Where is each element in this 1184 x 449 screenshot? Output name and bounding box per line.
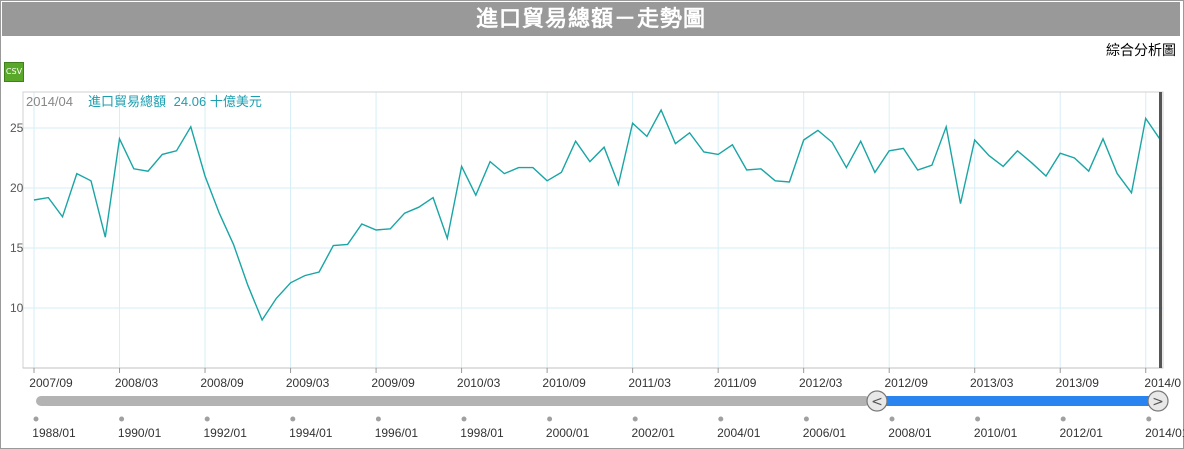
x-tick-label: 2008/03 [115,376,159,390]
x-tick-label: 2014/0 [1144,376,1181,390]
navigator-left-handle[interactable] [866,390,888,412]
navigator-tick-dot [1060,416,1066,422]
y-axis: 10 15 20 25 [10,121,24,315]
y-tick-label: 10 [10,301,24,315]
navigator-tick-label: 2000/01 [546,426,590,440]
x-tick-label: 2010/03 [457,376,501,390]
navigator-tick-label: 2010/01 [974,426,1018,440]
x-tick-label: 2013/09 [1056,376,1100,390]
x-tick-label: 2007/09 [29,376,73,390]
navigator-tick-label: 2008/01 [888,426,932,440]
navigator-tick-dot [375,416,381,422]
x-tick-label: 2008/09 [200,376,244,390]
navigator-tick-label: 1996/01 [375,426,419,440]
x-tick-label: 2009/09 [371,376,415,390]
navigator-tick-dot [1146,416,1152,422]
navigator-tick-dot [461,416,467,422]
navigator-tick-dot [204,416,210,422]
navigator-tick-dot [803,416,809,422]
chevron-right-icon: > [1152,394,1164,410]
x-tick-label: 2012/03 [799,376,843,390]
navigator-tick-dot [33,416,39,422]
tooltip-series-name: 進口貿易總額 [88,94,166,109]
series-line [33,108,1161,322]
navigator-tick-label: 1988/01 [32,426,76,440]
navigator-tick-dot [975,416,981,422]
x-tick-label: 2013/03 [970,376,1014,390]
x-tick-label: 2011/03 [628,376,671,390]
y-tick-label: 15 [10,241,24,255]
range-navigator[interactable]: < >1988/01 1990/01 1992/01 1994/01 1996/01 199… [32,390,1184,440]
navigator-tick-dot [119,416,125,422]
navigator-tick-label: 1992/01 [204,426,248,440]
navigator-tick-label: 2012/01 [1060,426,1104,440]
navigator-tick-label: 2002/01 [632,426,676,440]
plot-area [22,91,1164,369]
navigator-tick-label: 2014/01 [1145,426,1184,440]
grid [23,92,1163,368]
navigator-track [36,396,870,406]
x-tick-label: 2011/09 [714,376,757,390]
navigator-tick-label: 2006/01 [803,426,847,440]
navigator-tick-dot [718,416,724,422]
navigator-right-handle[interactable] [1147,390,1169,412]
x-tick-label: 2012/09 [884,376,928,390]
analysis-link[interactable]: 綜合分析圖 [1106,42,1176,58]
x-tick-label: 2010/09 [542,376,586,390]
navigator-tick-dot [632,416,638,422]
tooltip-date: 2014/04 [26,94,73,109]
navigator-tick-label: 1990/01 [118,426,162,440]
page-title: 進口貿易總額－走勢圖 [2,2,1180,36]
tooltip-unit: 十億美元 [210,94,262,109]
csv-export-button[interactable]: CSV [4,62,24,82]
crosshair-cursor [1159,92,1162,368]
tooltip-number: 24.06 [174,94,207,109]
x-axis: 2007/09 2008/03 2008/09 2009/03 2009/09 2010/… [23,367,1181,390]
x-tick-label: 2009/03 [286,376,330,390]
tooltip-value: 進口貿易總額 24.06 十億美元 [88,94,262,109]
chevron-left-icon: < [871,394,883,410]
y-tick-label: 20 [10,181,24,195]
navigator-tick-dot [547,416,553,422]
navigator-tick-label: 1998/01 [460,426,504,440]
navigator-tick-dot [290,416,296,422]
navigator-tick-label: 1994/01 [289,426,333,440]
navigator-tick-label: 2004/01 [717,426,761,440]
y-tick-label: 25 [10,121,24,135]
navigator-selected-range[interactable] [878,396,1158,406]
navigator-tick-dot [889,416,895,422]
